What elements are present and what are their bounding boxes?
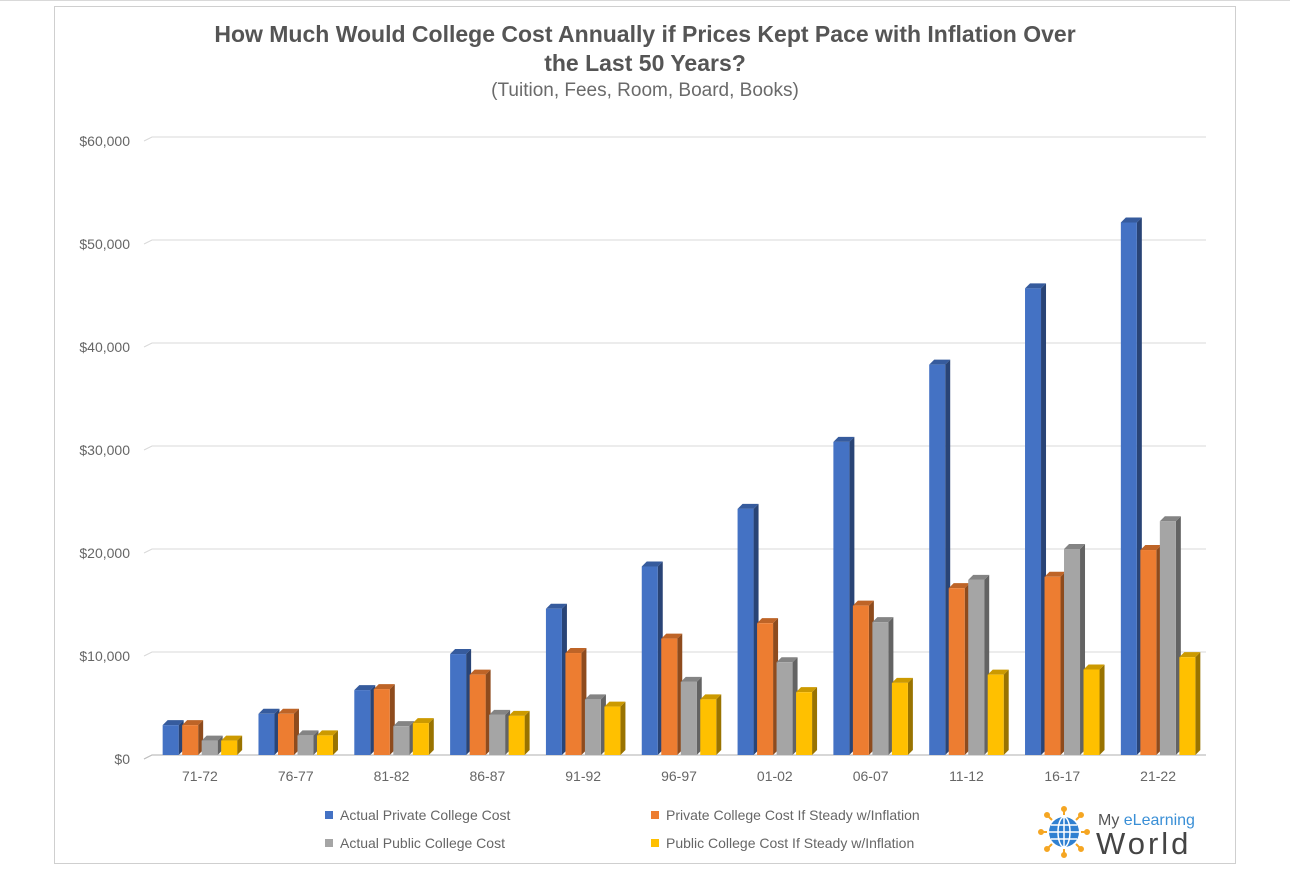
chart-subtitle: (Tuition, Fees, Room, Board, Books) xyxy=(491,80,799,101)
bar xyxy=(489,709,511,755)
bar xyxy=(987,669,1009,755)
y-tick-label: $10,000 xyxy=(79,648,130,664)
bar xyxy=(316,730,338,755)
logo-tagline: My eLearning xyxy=(1098,812,1195,830)
x-tick-label: 91-92 xyxy=(565,768,601,784)
bar xyxy=(604,701,626,755)
chart-title-line-2: the Last 50 Years? xyxy=(544,50,746,76)
x-tick-label: 06-07 xyxy=(853,768,889,784)
y-tick-label: $0 xyxy=(114,751,130,767)
bar xyxy=(833,436,855,755)
top-border xyxy=(0,0,1290,1)
legend-label: Actual Public College Cost xyxy=(340,835,505,851)
gridline xyxy=(143,239,1206,245)
bar xyxy=(508,710,530,755)
legend-item-actual-private: Actual Private College Cost xyxy=(325,806,510,824)
x-axis-floor xyxy=(143,754,1206,760)
bar xyxy=(1159,516,1181,755)
logo-accent: eLearning xyxy=(1123,812,1195,829)
y-tick-label: $30,000 xyxy=(79,442,130,458)
legend-swatch xyxy=(325,811,333,819)
bar xyxy=(201,735,223,755)
bar xyxy=(680,676,702,755)
bar xyxy=(354,685,376,755)
chart-title-line-1: How Much Would College Cost Annually if … xyxy=(214,21,1076,47)
y-tick-label: $20,000 xyxy=(79,545,130,561)
x-tick-label: 96-97 xyxy=(661,768,697,784)
bar xyxy=(450,649,472,755)
bar xyxy=(545,603,567,755)
x-tick-label: 21-22 xyxy=(1140,768,1176,784)
x-tick-label: 01-02 xyxy=(757,768,793,784)
x-tick-label: 76-77 xyxy=(278,768,314,784)
bar xyxy=(565,648,587,755)
legend-item-actual-public: Actual Public College Cost xyxy=(325,834,505,852)
legend-item-public-inflation: Public College Cost If Steady w/Inflatio… xyxy=(651,834,914,852)
y-tick-label: $40,000 xyxy=(79,339,130,355)
legend-swatch xyxy=(651,839,659,847)
y-tick-label: $60,000 xyxy=(79,133,130,149)
x-tick-label: 81-82 xyxy=(374,768,410,784)
bar xyxy=(968,574,990,755)
bar xyxy=(1179,652,1201,755)
bar xyxy=(872,617,894,755)
bar xyxy=(393,721,415,755)
logo-prefix: My xyxy=(1098,812,1124,829)
bar xyxy=(182,720,204,755)
bar xyxy=(1044,571,1066,755)
bar xyxy=(1064,544,1086,755)
gridline xyxy=(143,342,1206,348)
legend-label: Actual Private College Cost xyxy=(340,807,511,823)
bar xyxy=(1140,545,1162,755)
x-tick-label: 71-72 xyxy=(182,768,218,784)
bar xyxy=(297,730,319,755)
bar xyxy=(796,687,818,755)
bar xyxy=(661,633,683,755)
bar xyxy=(929,359,951,755)
legend-swatch xyxy=(325,839,333,847)
bar xyxy=(948,583,970,755)
x-tick-label: 86-87 xyxy=(469,768,505,784)
bar xyxy=(1025,283,1047,755)
x-tick-label: 16-17 xyxy=(1044,768,1080,784)
logo-word: World xyxy=(1096,826,1192,861)
legend-label: Public College Cost If Steady w/Inflatio… xyxy=(666,835,915,851)
gridline xyxy=(143,136,1206,142)
y-axis-tick-labels: $0 $10,000 $20,000 $30,000 $40,000 $50,000 $60… xyxy=(79,133,130,767)
legend-swatch xyxy=(651,811,659,819)
bar xyxy=(221,735,243,755)
legend-label: Private College Cost If Steady w/Inflati… xyxy=(666,807,920,823)
bar xyxy=(258,708,280,755)
bar xyxy=(776,657,798,755)
bar xyxy=(1083,664,1105,755)
globe-icon xyxy=(1038,806,1090,858)
brand-logo: My eLearning World xyxy=(1038,806,1208,861)
bar xyxy=(584,694,606,755)
bar xyxy=(277,708,299,755)
bar xyxy=(373,684,395,755)
bar xyxy=(1120,217,1142,756)
bars xyxy=(162,217,1201,756)
bar xyxy=(412,718,434,755)
bar xyxy=(469,669,491,755)
x-tick-label: 11-12 xyxy=(949,768,984,784)
bar xyxy=(852,600,874,755)
bar xyxy=(162,720,184,755)
chart-title: How Much Would College Cost Annually if … xyxy=(160,20,1130,78)
legend-item-private-inflation: Private College Cost If Steady w/Inflati… xyxy=(651,806,920,824)
bar xyxy=(700,694,722,755)
bar xyxy=(737,503,759,755)
gridline xyxy=(143,548,1206,554)
x-axis-tick-labels: 71-72 76-77 81-82 86-87 91-92 96-97 01-02 06-07… xyxy=(182,768,1176,784)
gridline xyxy=(143,445,1206,451)
bar xyxy=(641,561,663,755)
bar xyxy=(757,618,779,755)
y-tick-label: $50,000 xyxy=(79,236,130,252)
bar xyxy=(891,677,913,755)
